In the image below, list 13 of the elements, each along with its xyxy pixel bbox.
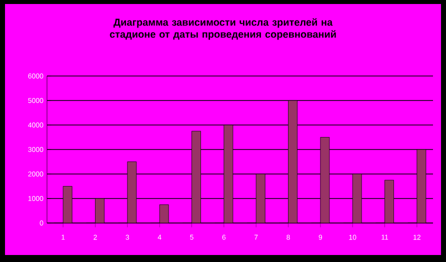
bar [384, 180, 394, 223]
bar [352, 174, 362, 223]
bar [63, 186, 72, 223]
bar [224, 125, 233, 223]
bar [192, 131, 201, 223]
bar [95, 198, 104, 223]
bar [288, 100, 298, 223]
chart-title: Диаграмма зависимости числа зрителей на стадионе от даты проведения соревнований [110, 18, 336, 40]
bar [127, 162, 136, 223]
bar [416, 149, 426, 223]
bar [320, 137, 330, 223]
bar [160, 204, 169, 223]
bar [256, 174, 266, 223]
